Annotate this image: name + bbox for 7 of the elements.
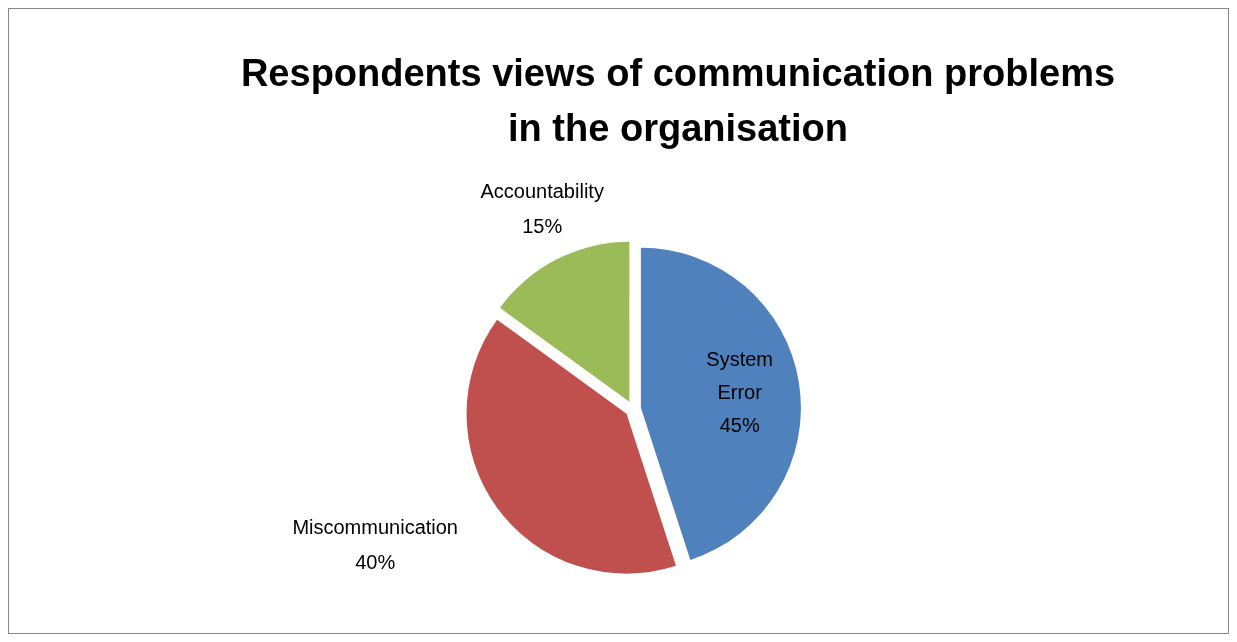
data-label: 45% (719, 414, 760, 437)
chart-title: Respondents views of communication problems in the organisation (240, 52, 1116, 149)
data-label: 40% (355, 550, 396, 573)
slice-label: System Error (706, 348, 774, 404)
data-label: 15% (522, 214, 563, 237)
slice-label: Miscommunication (292, 515, 458, 538)
slice-label: Accountability (480, 179, 604, 202)
